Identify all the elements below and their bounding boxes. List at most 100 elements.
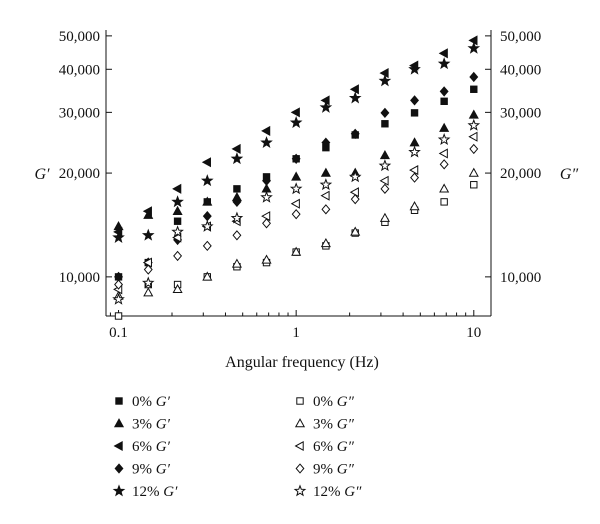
data-point bbox=[289, 182, 303, 195]
data-point bbox=[112, 292, 125, 305]
legend-label: 0% G″ bbox=[313, 394, 355, 410]
legend: 0% G′ 3% G′ 6% G′ 9% G′ 12% G′ 0% G″ 3% G″ 6% G… bbox=[112, 394, 362, 500]
data-point bbox=[233, 185, 241, 193]
data-point bbox=[410, 95, 420, 106]
data-point bbox=[469, 143, 479, 155]
data-point bbox=[379, 212, 390, 222]
series-8 bbox=[114, 143, 479, 290]
data-point bbox=[349, 187, 359, 198]
y-axis-title-right: G″ bbox=[560, 166, 579, 183]
data-point bbox=[261, 125, 271, 136]
data-point bbox=[349, 84, 359, 95]
series-9 bbox=[112, 118, 481, 305]
data-point bbox=[114, 312, 123, 320]
legend-label: 3% G′ bbox=[132, 417, 171, 433]
data-point bbox=[230, 211, 244, 224]
data-point bbox=[290, 107, 300, 118]
data-point bbox=[261, 211, 271, 222]
data-point bbox=[410, 172, 420, 183]
data-point bbox=[380, 183, 390, 195]
y-tick-label-right: 20,000 bbox=[500, 166, 541, 182]
data-point bbox=[232, 196, 242, 208]
data-point bbox=[470, 85, 478, 93]
y-tick-label-right: 30,000 bbox=[500, 105, 541, 121]
legend-label: 9% G″ bbox=[313, 462, 355, 478]
legend-marker bbox=[294, 418, 306, 428]
data-point bbox=[439, 183, 450, 193]
data-point bbox=[409, 137, 420, 147]
data-point bbox=[439, 159, 449, 170]
data-point bbox=[143, 287, 154, 297]
data-point bbox=[200, 174, 214, 187]
data-point bbox=[172, 205, 183, 215]
data-point bbox=[379, 175, 389, 186]
legend-item: 3% G″ bbox=[294, 417, 355, 433]
data-point bbox=[202, 240, 212, 252]
data-point bbox=[438, 48, 448, 59]
legend-item: 9% G′ bbox=[114, 462, 171, 478]
data-point bbox=[142, 206, 152, 217]
legend-marker bbox=[293, 484, 307, 497]
series-6 bbox=[113, 167, 479, 300]
data-point bbox=[142, 257, 152, 268]
data-point bbox=[350, 128, 360, 139]
data-point bbox=[440, 198, 448, 206]
data-point bbox=[262, 218, 271, 229]
data-point bbox=[409, 201, 420, 211]
data-point bbox=[171, 195, 184, 208]
data-point bbox=[350, 194, 360, 205]
series-4 bbox=[112, 41, 481, 243]
series-1 bbox=[113, 109, 479, 231]
legend-marker bbox=[113, 418, 125, 428]
data-point bbox=[202, 271, 213, 281]
legend-label: 12% G″ bbox=[313, 484, 362, 500]
data-point bbox=[262, 175, 271, 186]
axes bbox=[105, 30, 492, 317]
data-point bbox=[467, 118, 481, 131]
data-point bbox=[408, 145, 421, 158]
data-point bbox=[379, 150, 390, 160]
data-point bbox=[112, 230, 125, 243]
legend-item: 0% G″ bbox=[296, 394, 355, 410]
data-point bbox=[439, 122, 450, 132]
data-point bbox=[319, 100, 333, 113]
data-point bbox=[230, 152, 244, 165]
data-point bbox=[381, 120, 389, 128]
data-point bbox=[141, 228, 155, 241]
data-point bbox=[379, 68, 389, 79]
ticks: 0.1 1 10 10,000 10,000 20,000 20,000 30,000 30,0… bbox=[59, 29, 542, 341]
y-tick-label-right: 10,000 bbox=[500, 270, 541, 286]
data-point bbox=[409, 165, 419, 176]
data-point bbox=[171, 225, 184, 238]
data-point bbox=[289, 116, 303, 129]
data-marks bbox=[112, 35, 481, 320]
legend-label: 0% G′ bbox=[132, 394, 171, 410]
data-point bbox=[437, 57, 451, 70]
legend-label: 6% G′ bbox=[132, 439, 171, 455]
data-point bbox=[348, 91, 362, 104]
data-point bbox=[201, 157, 211, 168]
data-point bbox=[440, 97, 448, 106]
x-tick-label: 10 bbox=[466, 325, 481, 341]
data-point bbox=[141, 276, 155, 289]
data-point bbox=[470, 181, 478, 189]
data-point bbox=[200, 219, 214, 232]
data-point bbox=[439, 86, 449, 97]
x-tick-label: 1 bbox=[292, 325, 300, 341]
series-2 bbox=[113, 35, 478, 237]
data-point bbox=[467, 41, 481, 54]
y-tick-label-left: 50,000 bbox=[59, 29, 100, 45]
y-tick-label-left: 20,000 bbox=[59, 166, 100, 182]
data-point bbox=[468, 109, 479, 119]
legend-item: 0% G′ bbox=[115, 394, 171, 410]
legend-item: 9% G″ bbox=[295, 462, 355, 478]
data-point bbox=[321, 204, 331, 215]
data-point bbox=[260, 190, 273, 203]
data-point bbox=[320, 167, 331, 177]
legend-marker bbox=[115, 397, 123, 405]
data-point bbox=[291, 153, 301, 164]
data-point bbox=[320, 190, 330, 201]
data-point bbox=[321, 137, 331, 148]
y-tick-label-left: 30,000 bbox=[59, 105, 100, 121]
data-point bbox=[438, 148, 448, 159]
